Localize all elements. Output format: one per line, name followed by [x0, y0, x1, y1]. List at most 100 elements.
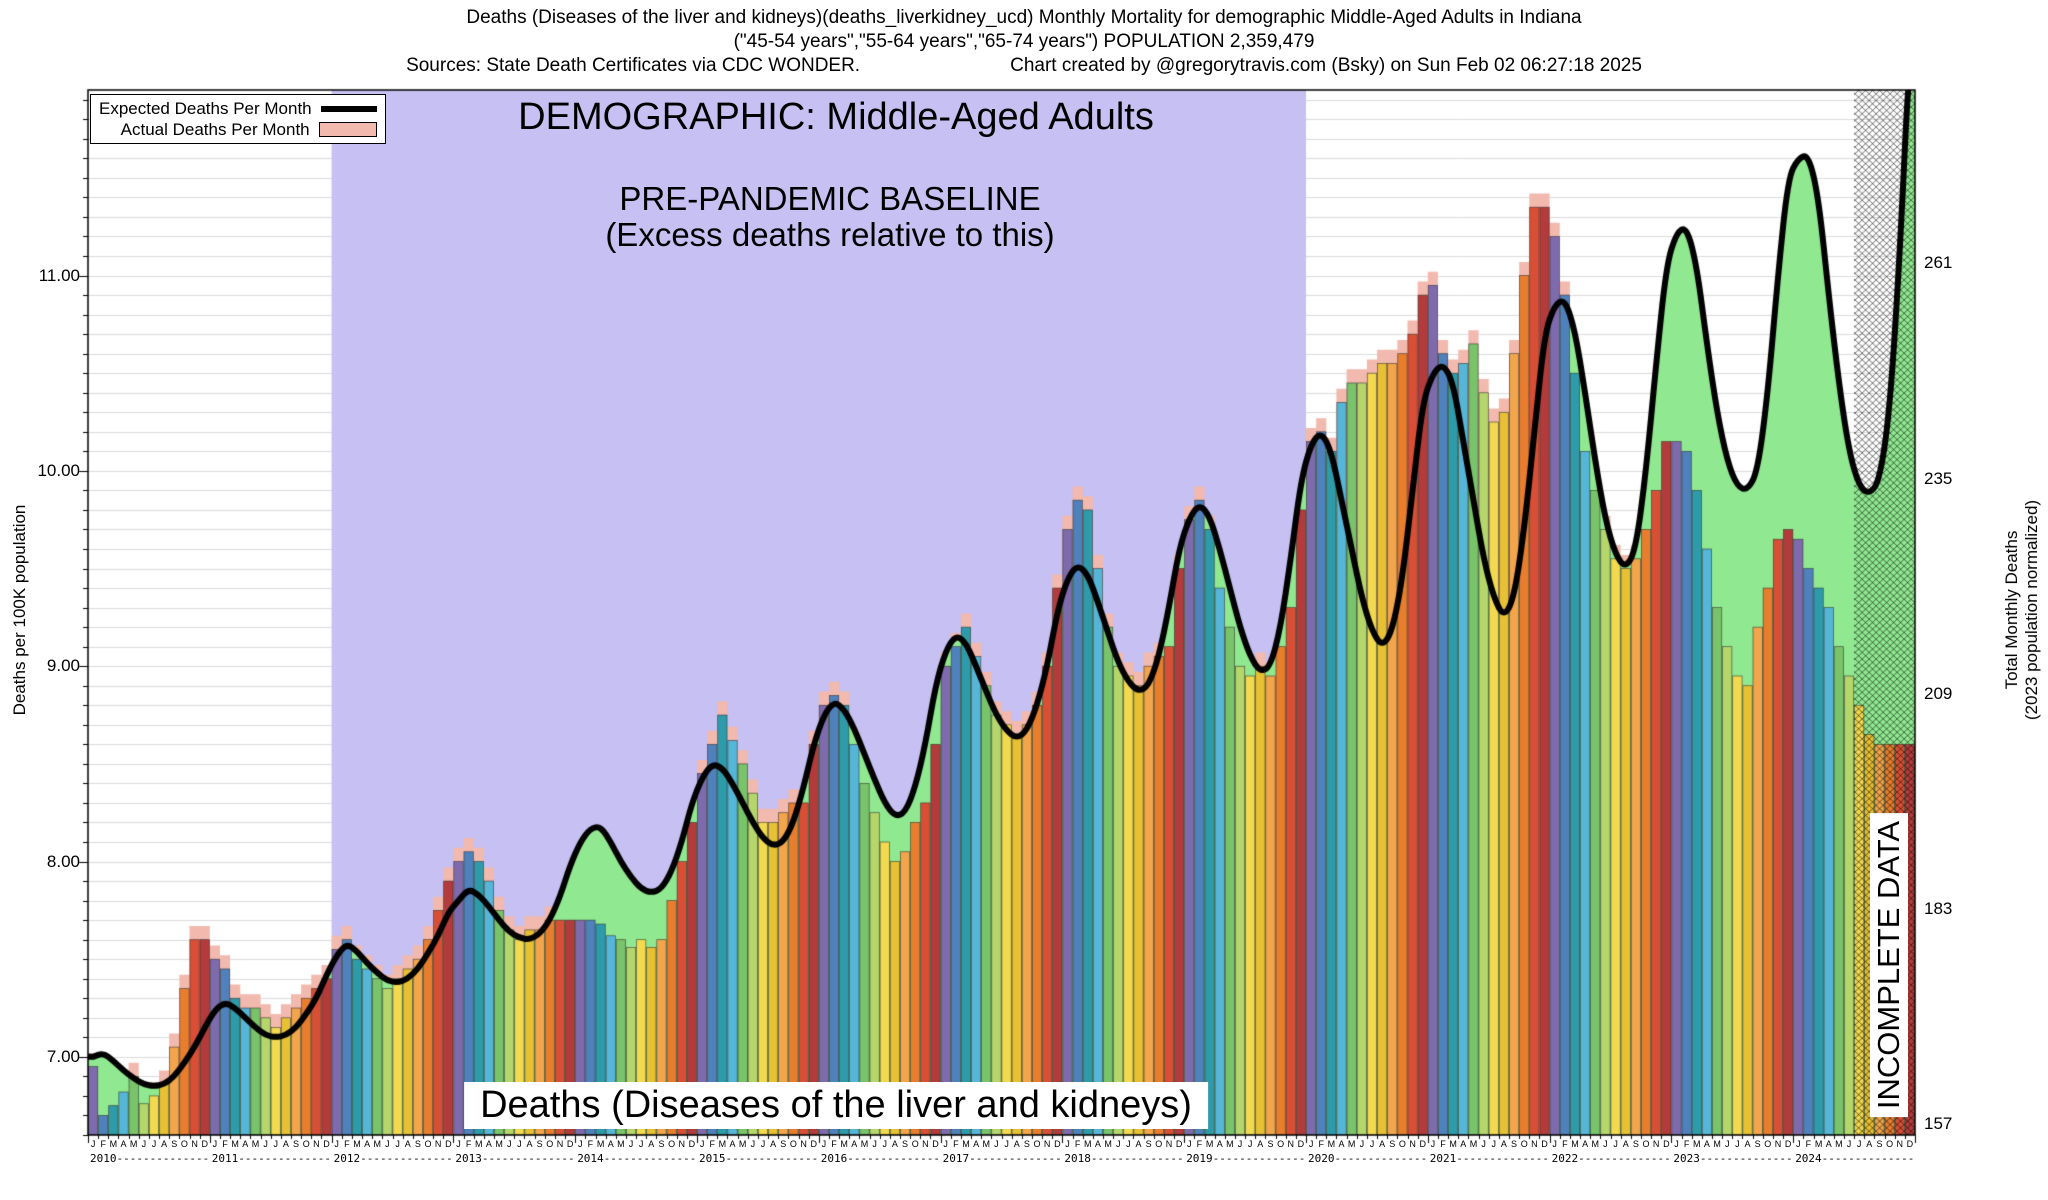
month-tick-label: J	[1359, 1139, 1365, 1149]
baseline-annotation-line2: (Excess deaths relative to this)	[605, 216, 1055, 253]
month-tick-label: J	[273, 1139, 279, 1149]
month-tick-label: A	[891, 1139, 898, 1149]
month-tick-label: D	[201, 1139, 208, 1149]
month-tick-label: M	[1693, 1139, 1701, 1149]
actual-bar-swatch-icon	[318, 122, 377, 137]
month-tick-label: M	[475, 1139, 483, 1149]
y2-axis-title-line1: Total Monthly Deaths	[2002, 530, 2021, 690]
month-tick-label: O	[424, 1139, 432, 1149]
month-tick-label: F	[709, 1139, 715, 1149]
month-tick-label: A	[120, 1139, 127, 1149]
month-tick-label: M	[1327, 1139, 1336, 1149]
month-tick-label: F	[953, 1139, 959, 1149]
month-tick-label: J	[334, 1139, 339, 1149]
y2-axis-tick-label: 183	[1924, 899, 1953, 919]
month-tick-label: M	[1104, 1139, 1112, 1149]
y-axis-tick-label: 8.00	[46, 851, 80, 871]
month-tick-label: A	[282, 1139, 289, 1149]
month-tick-label: A	[1582, 1139, 1589, 1149]
month-tick-label: N	[1287, 1139, 1295, 1149]
month-tick-label: A	[364, 1139, 371, 1149]
month-tick-label: S	[1876, 1139, 1883, 1149]
year-label: 2024------------------------------	[1795, 1152, 1913, 1165]
month-tick-label: J	[385, 1139, 390, 1149]
month-tick-label: N	[1652, 1139, 1660, 1149]
month-tick-label: J	[1115, 1139, 1121, 1149]
month-tick-label: J	[1603, 1139, 1608, 1149]
month-tick-label: M	[109, 1139, 118, 1149]
month-tick-label: J	[699, 1139, 705, 1149]
month-tick-label: J	[1552, 1139, 1557, 1149]
month-tick-label: J	[456, 1139, 461, 1149]
month-tick-label: O	[1764, 1139, 1772, 1149]
month-tick-label: J	[90, 1139, 96, 1149]
month-tick-label: A	[161, 1139, 168, 1149]
month-tick-label: D	[1541, 1139, 1548, 1149]
month-tick-label: A	[851, 1139, 858, 1149]
month-tick-label: J	[1126, 1139, 1131, 1149]
month-tick-label: M	[231, 1139, 239, 1149]
year-label: 2013------------------------------	[455, 1152, 573, 1165]
month-tick-label: J	[517, 1139, 522, 1149]
chart-title-line2: ("45-54 years","55-64 years","65-74 year…	[733, 31, 1315, 52]
month-tick-label: S	[293, 1139, 300, 1149]
month-tick-label: J	[1856, 1139, 1862, 1149]
month-tick-label: A	[1703, 1139, 1710, 1149]
y2-axis-tick-label: 157	[1924, 1114, 1953, 1134]
month-tick-label: D	[1663, 1139, 1670, 1149]
year-label: 2023------------------------------	[1673, 1152, 1791, 1165]
year-label: 2017------------------------------	[942, 1152, 1061, 1165]
legend-row-expected: Expected Deaths Per Month	[99, 98, 377, 119]
month-tick-label: J	[151, 1139, 157, 1149]
month-tick-label: S	[1632, 1139, 1639, 1149]
month-tick-label: J	[943, 1139, 948, 1149]
month-tick-label: M	[962, 1139, 970, 1149]
month-tick-label: F	[1683, 1139, 1690, 1149]
month-tick-label: F	[222, 1139, 228, 1149]
month-tick-label: M	[1084, 1139, 1092, 1149]
year-label: 2010------------------------------	[90, 1152, 208, 1165]
month-tick-label: A	[1460, 1139, 1467, 1149]
month-tick-label: M	[1835, 1139, 1843, 1149]
month-tick-label: A	[648, 1139, 655, 1149]
year-label: 2020------------------------------	[1308, 1152, 1426, 1165]
month-tick-label: S	[171, 1139, 178, 1149]
y2-axis-title-line2: (2023 population normalized)	[2022, 499, 2041, 721]
month-tick-label: D	[688, 1139, 696, 1149]
month-tick-label: M	[495, 1139, 503, 1149]
month-tick-label: O	[1886, 1139, 1894, 1149]
month-tick-label: D	[323, 1139, 330, 1149]
month-tick-label: A	[1825, 1139, 1832, 1149]
month-tick-label: J	[263, 1139, 268, 1149]
month-tick-label: F	[100, 1139, 106, 1149]
month-tick-label: J	[628, 1139, 634, 1149]
y-axis-tick-label: 7.00	[46, 1046, 80, 1066]
month-tick-label: J	[821, 1139, 827, 1149]
y2-axis-tick-label: 261	[1924, 253, 1953, 273]
month-tick-label: D	[566, 1139, 574, 1149]
month-tick-label: J	[1491, 1139, 1497, 1149]
chart-title-line3: Sources: State Death Certificates via CD…	[0, 54, 2048, 78]
year-label: 2012------------------------------	[333, 1152, 452, 1165]
month-tick-label: M	[738, 1139, 747, 1149]
month-tick-label: J	[1674, 1139, 1679, 1149]
month-tick-label: A	[770, 1139, 777, 1149]
month-tick-label: N	[556, 1139, 564, 1149]
chart-header: Deaths (Diseases of the liver and kidney…	[0, 6, 2048, 78]
month-tick-label: N	[1896, 1139, 1904, 1149]
month-tick-label: M	[1713, 1139, 1721, 1149]
month-tick-label: A	[1013, 1139, 1020, 1149]
month-tick-label: D	[1054, 1139, 1061, 1149]
month-tick-label: A	[1135, 1139, 1142, 1149]
month-tick-label: N	[800, 1139, 807, 1149]
month-tick-label: A	[1338, 1139, 1345, 1149]
month-tick-label: A	[607, 1139, 614, 1149]
month-tick-label: S	[1023, 1139, 1030, 1149]
month-tick-label: N	[1774, 1139, 1782, 1149]
month-tick-label: A	[1866, 1139, 1873, 1149]
y2-axis-title: Total Monthly Deaths (2023 population no…	[2002, 500, 2042, 720]
month-tick-label: O	[1155, 1139, 1163, 1149]
month-tick-label: J	[1065, 1139, 1070, 1149]
legend-actual-label: Actual Deaths Per Month	[120, 119, 310, 139]
